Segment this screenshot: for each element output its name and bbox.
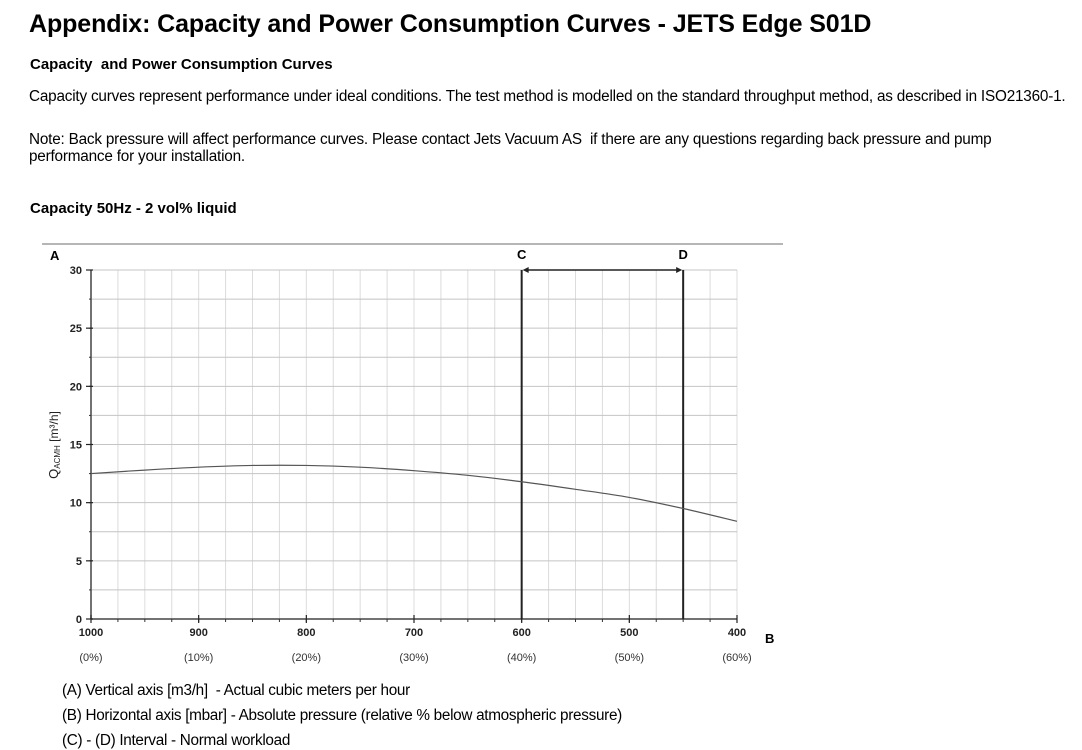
x-tick-label: 900: [189, 627, 207, 639]
x-tick-percent-label: (50%): [615, 652, 644, 664]
section-heading: Capacity and Power Consumption Curves: [30, 56, 333, 73]
x-tick-percent-label: (40%): [507, 652, 536, 664]
interval-label-c: C: [517, 247, 527, 262]
chart-grid: [91, 269, 738, 619]
interval-arrowhead-left: [522, 267, 529, 273]
y-tick-label: 0: [76, 614, 82, 626]
y-tick-label: 10: [70, 498, 82, 510]
y-tick-label: 5: [76, 556, 82, 568]
y-tick-label: 15: [70, 440, 82, 452]
y-axis-label-unit: [m³/h]: [47, 411, 61, 445]
x-tick-percent-label: (20%): [292, 652, 321, 664]
y-axis-label: QACMH [m³/h]: [46, 411, 62, 479]
y-axis-label-main: Q: [46, 469, 61, 479]
x-tick-percent-label: (60%): [722, 652, 751, 664]
intro-paragraph: Capacity curves represent performance un…: [29, 88, 1066, 105]
y-tick-label: 25: [70, 323, 82, 335]
x-tick-label: 400: [728, 627, 746, 639]
x-tick-label: 1000: [79, 627, 103, 639]
legend-line-a: (A) Vertical axis [m3/h] - Actual cubic …: [62, 682, 410, 699]
axis-marker-b: B: [765, 631, 774, 646]
chart-ticks: 1000 (0%) 900 (10%) 800 (20%) 700 (30%) 600 (40%)…: [70, 265, 752, 664]
capacity-curve: [90, 464, 738, 522]
x-tick-label: 500: [620, 627, 638, 639]
x-tick-percent-label: (30%): [399, 652, 428, 664]
x-tick-label: 600: [512, 627, 530, 639]
legend-line-b: (B) Horizontal axis [mbar] - Absolute pr…: [62, 707, 622, 724]
interval-label-d: D: [678, 247, 687, 262]
x-tick-label: 700: [405, 627, 423, 639]
interval-arrowhead-right: [676, 267, 683, 273]
axis-marker-a: A: [50, 248, 60, 263]
x-tick-label: 800: [297, 627, 315, 639]
y-tick-label: 20: [70, 381, 82, 393]
note-paragraph: Note: Back pressure will affect performa…: [29, 131, 996, 165]
page-title: Appendix: Capacity and Power Consumption…: [29, 10, 872, 38]
y-tick-label: 30: [70, 265, 82, 277]
chart-heading: Capacity 50Hz - 2 vol% liquid: [30, 200, 237, 217]
x-tick-percent-label: (0%): [79, 652, 102, 664]
y-axis-label-sub: ACMH: [53, 445, 62, 469]
legend-line-cd: (C) - (D) Interval - Normal workload: [62, 732, 291, 749]
x-tick-percent-label: (10%): [184, 652, 213, 664]
